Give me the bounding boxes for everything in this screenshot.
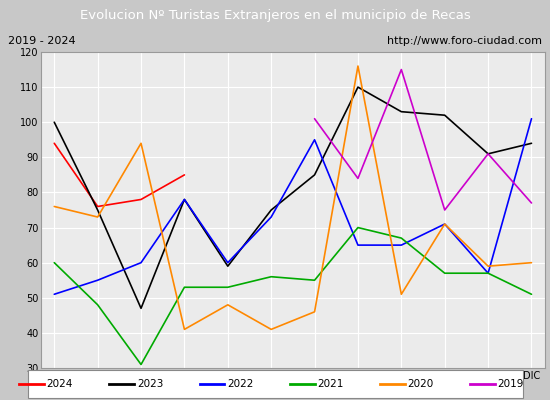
Text: http://www.foro-ciudad.com: http://www.foro-ciudad.com bbox=[387, 36, 542, 46]
Text: 2020: 2020 bbox=[408, 379, 434, 389]
Text: 2023: 2023 bbox=[137, 379, 163, 389]
Text: 2021: 2021 bbox=[317, 379, 344, 389]
Text: 2022: 2022 bbox=[227, 379, 254, 389]
Text: 2019 - 2024: 2019 - 2024 bbox=[8, 36, 76, 46]
Text: 2024: 2024 bbox=[47, 379, 73, 389]
FancyBboxPatch shape bbox=[28, 370, 522, 398]
Text: Evolucion Nº Turistas Extranjeros en el municipio de Recas: Evolucion Nº Turistas Extranjeros en el … bbox=[80, 8, 470, 22]
Text: 2019: 2019 bbox=[498, 379, 524, 389]
